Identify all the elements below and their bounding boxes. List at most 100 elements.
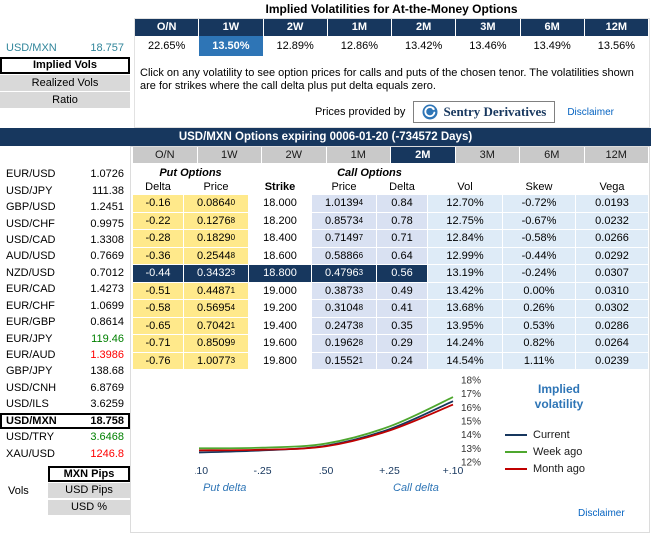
vol-smile-svg: 18%17%16%15%14%13%12%-.10-.25.50+.25+.10…: [195, 374, 493, 514]
tab-2m[interactable]: 2M: [391, 147, 455, 163]
tenor-3m[interactable]: 3M: [456, 19, 519, 36]
pair-label: USD/CNH: [6, 382, 56, 394]
pair-value: 0.7012: [90, 267, 124, 279]
cell-vol: 13.19%: [428, 265, 502, 282]
cell-skew: 0.53%: [503, 318, 575, 335]
x-tick-label: .50: [319, 465, 334, 477]
mode-implied-vols[interactable]: Implied Vols: [0, 57, 130, 74]
tab-2w[interactable]: 2W: [262, 147, 326, 163]
cell-vol: 13.42%: [428, 283, 502, 300]
cell-vega: 0.0239: [576, 353, 648, 370]
tenor-o-n[interactable]: O/N: [135, 19, 198, 36]
vol-o-n[interactable]: 22.65%: [135, 36, 198, 56]
cell-strike: 18.200: [249, 213, 311, 230]
tab-12m[interactable]: 12M: [585, 147, 649, 163]
pips-mode-options: USD Pips USD %: [48, 483, 130, 517]
legend-swatch: [505, 434, 527, 436]
tenor-1m[interactable]: 1M: [328, 19, 391, 36]
prices-provided-by-label: Prices provided by: [315, 106, 406, 118]
cell-strike: 18.800: [249, 265, 311, 282]
pair-row-eur-chf[interactable]: EUR/CHF1.0699: [0, 298, 130, 314]
pair-row-usd-cnh[interactable]: USD/CNH6.8769: [0, 380, 130, 396]
pair-row-usd-cad[interactable]: USD/CAD1.3308: [0, 232, 130, 248]
top-vol-row: 22.65%13.50%12.89%12.86%13.42%13.46%13.4…: [135, 36, 648, 56]
pair-value: 119.46: [91, 333, 124, 345]
pair-row-gbp-usd[interactable]: GBP/USD1.2451: [0, 199, 130, 215]
tenor-2w[interactable]: 2W: [264, 19, 327, 36]
instruction-text: Click on any volatility to see option pr…: [140, 67, 643, 93]
cell-strike: 19.200: [249, 300, 311, 317]
pair-row-eur-usd[interactable]: EUR/USD1.0726: [0, 166, 130, 182]
cell-skew: -0.44%: [503, 248, 575, 265]
bottom-disclaimer-link[interactable]: Disclaimer: [578, 508, 625, 519]
cell-vega: 0.0232: [576, 213, 648, 230]
tab-6m[interactable]: 6M: [520, 147, 584, 163]
group-header-spacer: [428, 167, 648, 180]
cell-strike: 19.800: [249, 353, 311, 370]
pair-label: USD/JPY: [6, 185, 52, 197]
cell-strike: 19.600: [249, 335, 311, 352]
cell-vega: 0.0292: [576, 248, 648, 265]
pair-label: XAU/USD: [6, 448, 55, 460]
mode-realized-vols[interactable]: Realized Vols: [0, 75, 130, 91]
vol-2m[interactable]: 13.42%: [392, 36, 455, 56]
top-disclaimer-link[interactable]: Disclaimer: [567, 107, 614, 118]
tab-3m[interactable]: 3M: [456, 147, 520, 163]
vol-1m[interactable]: 12.86%: [328, 36, 391, 56]
pair-row-gbp-jpy[interactable]: GBP/JPY138.68: [0, 363, 130, 379]
pair-value: 0.7669: [90, 250, 124, 262]
pair-value: 0.9975: [90, 218, 124, 230]
tab-o-n[interactable]: O/N: [133, 147, 197, 163]
legend-label: Month ago: [533, 463, 585, 475]
legend-swatch: [505, 451, 527, 453]
pip-digit: 8: [231, 216, 235, 225]
pair-row-nzd-usd[interactable]: NZD/USD0.7012: [0, 265, 130, 281]
vol-3m[interactable]: 13.46%: [456, 36, 519, 56]
cell-put-delta: -0.22: [133, 213, 183, 230]
tenor-2m[interactable]: 2M: [392, 19, 455, 36]
tenor-6m[interactable]: 6M: [521, 19, 584, 36]
pair-row-usd-ils[interactable]: USD/ILS3.6259: [0, 396, 130, 412]
pip-digit: 1: [231, 286, 235, 295]
col-header-strike: Strike: [249, 181, 311, 194]
tenor-1w[interactable]: 1W: [199, 19, 262, 36]
cell-put-price: 0.08640: [184, 195, 248, 212]
pips-option-usd-pips[interactable]: USD Pips: [48, 483, 130, 498]
pair-row-usd-jpy[interactable]: USD/JPY111.38: [0, 182, 130, 198]
pair-label: USD/ILS: [6, 398, 49, 410]
vol-12m[interactable]: 13.56%: [585, 36, 648, 56]
pair-row-usd-mxn[interactable]: USD/MXN18.758: [0, 413, 130, 429]
cell-call-delta: 0.84: [377, 195, 427, 212]
pair-label: AUD/USD: [6, 250, 56, 262]
cell-call-delta: 0.49: [377, 283, 427, 300]
cell-skew: -0.24%: [503, 265, 575, 282]
tab-1m[interactable]: 1M: [327, 147, 391, 163]
tenor-12m[interactable]: 12M: [585, 19, 648, 36]
pips-option-usd[interactable]: USD %: [48, 500, 130, 515]
pair-row-usd-try[interactable]: USD/TRY3.6468: [0, 429, 130, 445]
pair-row-eur-aud[interactable]: EUR/AUD1.3986: [0, 347, 130, 363]
options-table: Put OptionsCall OptionsDeltaPriceStrikeP…: [133, 167, 648, 369]
vol-2w[interactable]: 12.89%: [264, 36, 327, 56]
pips-mode-selected[interactable]: MXN Pips: [48, 466, 130, 482]
vol-6m[interactable]: 13.49%: [521, 36, 584, 56]
chart-legend: Implied volatility CurrentWeek agoMonth …: [505, 382, 625, 477]
pair-row-eur-gbp[interactable]: EUR/GBP0.8614: [0, 314, 130, 330]
pip-digit: 6: [359, 251, 363, 260]
cell-call-delta: 0.78: [377, 213, 427, 230]
pair-label: USD/TRY: [6, 431, 54, 443]
cell-strike: 18.600: [249, 248, 311, 265]
legend-swatch: [505, 468, 527, 470]
cell-vol: 13.95%: [428, 318, 502, 335]
pair-row-aud-usd[interactable]: AUD/USD 0.7669: [0, 248, 130, 264]
pair-row-eur-jpy[interactable]: EUR/JPY119.46: [0, 330, 130, 346]
pair-row-eur-cad[interactable]: EUR/CAD1.4273: [0, 281, 130, 297]
pair-label: USD/CHF: [6, 218, 55, 230]
cell-call-price: 0.38733: [312, 283, 376, 300]
vol-1w[interactable]: 13.50%: [199, 36, 262, 56]
tab-1w[interactable]: 1W: [198, 147, 262, 163]
mode-ratio[interactable]: Ratio: [0, 92, 130, 108]
pair-row-usd-chf[interactable]: USD/CHF 0.9975: [0, 215, 130, 231]
pair-row-xau-usd[interactable]: XAU/USD1246.8: [0, 445, 130, 461]
pip-digit: 1: [359, 356, 363, 365]
